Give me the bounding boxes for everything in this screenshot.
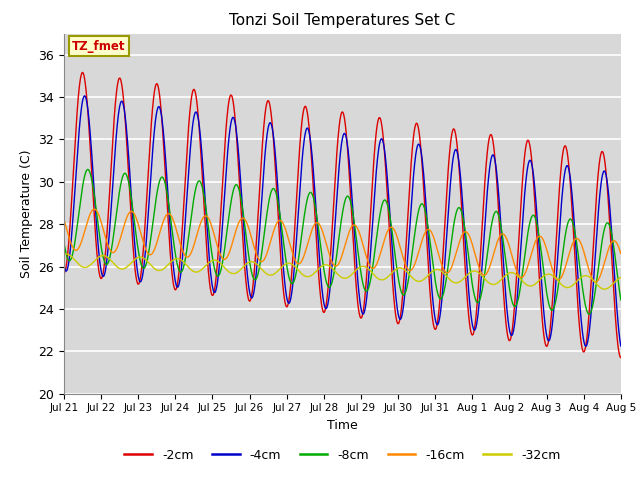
-32cm bbox=[171, 256, 179, 262]
-2cm bbox=[617, 355, 625, 360]
-32cm bbox=[601, 286, 609, 292]
-2cm bbox=[246, 297, 254, 303]
Y-axis label: Soil Temperature (C): Soil Temperature (C) bbox=[20, 149, 33, 278]
-8cm bbox=[502, 259, 509, 265]
-2cm bbox=[171, 286, 179, 292]
-8cm bbox=[171, 247, 179, 252]
-2cm bbox=[60, 270, 68, 276]
-2cm bbox=[184, 130, 192, 135]
Line: -2cm: -2cm bbox=[64, 72, 621, 358]
-4cm bbox=[81, 93, 88, 99]
-32cm bbox=[184, 264, 192, 270]
-8cm bbox=[184, 237, 192, 243]
-32cm bbox=[617, 275, 625, 280]
-8cm bbox=[617, 297, 625, 302]
-32cm bbox=[60, 252, 68, 257]
Line: -8cm: -8cm bbox=[64, 169, 621, 314]
-16cm bbox=[246, 231, 254, 237]
-16cm bbox=[592, 279, 600, 285]
-16cm bbox=[551, 273, 559, 279]
Text: TZ_fmet: TZ_fmet bbox=[72, 40, 126, 53]
-8cm bbox=[551, 301, 559, 307]
-32cm bbox=[246, 259, 254, 264]
Line: -4cm: -4cm bbox=[64, 96, 621, 346]
-4cm bbox=[60, 263, 68, 268]
-2cm bbox=[551, 257, 559, 263]
-8cm bbox=[429, 264, 437, 269]
-4cm bbox=[502, 294, 509, 300]
-4cm bbox=[246, 293, 254, 299]
-32cm bbox=[551, 275, 559, 281]
-16cm bbox=[429, 233, 437, 239]
-16cm bbox=[90, 206, 98, 212]
-2cm bbox=[502, 319, 509, 325]
X-axis label: Time: Time bbox=[327, 419, 358, 432]
Line: -16cm: -16cm bbox=[64, 209, 621, 282]
-8cm bbox=[585, 311, 593, 317]
-8cm bbox=[246, 264, 254, 270]
-32cm bbox=[62, 251, 70, 257]
-4cm bbox=[551, 292, 559, 298]
-16cm bbox=[184, 254, 192, 260]
-4cm bbox=[184, 175, 192, 180]
Line: -32cm: -32cm bbox=[64, 254, 621, 289]
-4cm bbox=[617, 343, 625, 349]
Title: Tonzi Soil Temperatures Set C: Tonzi Soil Temperatures Set C bbox=[229, 13, 456, 28]
-8cm bbox=[84, 167, 92, 172]
-32cm bbox=[502, 272, 509, 278]
-2cm bbox=[429, 320, 437, 326]
-32cm bbox=[429, 268, 437, 274]
-2cm bbox=[79, 70, 86, 75]
-16cm bbox=[60, 217, 68, 223]
-4cm bbox=[429, 300, 437, 306]
-4cm bbox=[582, 343, 590, 349]
Legend: -2cm, -4cm, -8cm, -16cm, -32cm: -2cm, -4cm, -8cm, -16cm, -32cm bbox=[120, 444, 565, 467]
-4cm bbox=[171, 275, 179, 280]
-16cm bbox=[171, 221, 179, 227]
-16cm bbox=[502, 234, 509, 240]
-8cm bbox=[60, 240, 68, 245]
-16cm bbox=[617, 251, 625, 256]
